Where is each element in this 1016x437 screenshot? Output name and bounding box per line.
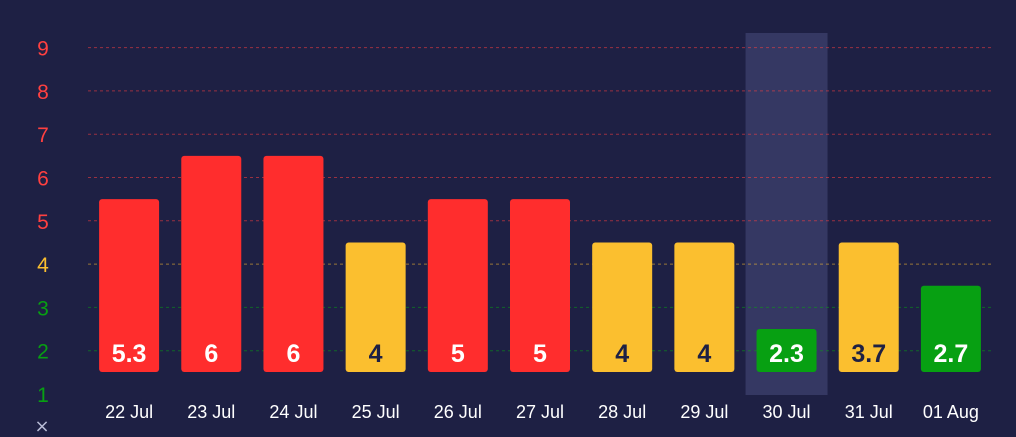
x-tick-label: 27 Jul: [516, 402, 564, 422]
bar[interactable]: [756, 329, 817, 372]
bar-value-label: 4: [697, 340, 711, 368]
x-tick-label: 01 Aug: [923, 402, 979, 422]
y-tick-label: 4: [37, 254, 49, 277]
x-tick-label: 26 Jul: [434, 402, 482, 422]
x-tick-label: 22 Jul: [105, 402, 153, 422]
bar[interactable]: [920, 285, 981, 372]
y-tick-label: 9: [37, 38, 49, 61]
y-tick-label: 8: [37, 81, 49, 104]
bar[interactable]: [838, 242, 899, 372]
bar[interactable]: [181, 155, 242, 372]
bar-value-label: 4: [369, 340, 383, 368]
x-tick-label: 28 Jul: [598, 402, 646, 422]
bar-value-label: 5: [451, 340, 465, 368]
bar-value-label: 5.3: [112, 340, 147, 368]
x-tick-label: 25 Jul: [352, 402, 400, 422]
bar[interactable]: [99, 199, 160, 372]
bar-value-label: 2.7: [934, 340, 969, 368]
bar[interactable]: [592, 242, 653, 372]
y-tick-label: 1: [37, 384, 49, 407]
y-tick-label: 3: [37, 297, 49, 320]
x-tick-label: 24 Jul: [269, 402, 317, 422]
close-icon[interactable]: ×: [34, 416, 50, 437]
bar-value-label: 5: [533, 340, 547, 368]
bar-value-label: 6: [287, 340, 301, 368]
bar-value-label: 2.3: [769, 340, 804, 368]
bar[interactable]: [263, 155, 324, 372]
bar[interactable]: [427, 199, 488, 372]
bar[interactable]: [510, 199, 570, 372]
bar-value-label: 4: [615, 340, 629, 368]
bar[interactable]: [345, 242, 406, 372]
y-tick-label: 5: [37, 211, 49, 234]
bar[interactable]: [674, 242, 735, 372]
bar-value-label: 3.7: [851, 340, 886, 368]
x-tick-label: 23 Jul: [187, 402, 235, 422]
y-tick-label: 6: [37, 168, 49, 191]
y-tick-label: 2: [37, 341, 49, 364]
bar-value-label: 6: [204, 340, 218, 368]
x-tick-label: 30 Jul: [763, 402, 811, 422]
x-tick-label: 31 Jul: [845, 402, 893, 422]
x-tick-label: 29 Jul: [680, 402, 728, 422]
y-tick-label: 7: [37, 124, 49, 147]
